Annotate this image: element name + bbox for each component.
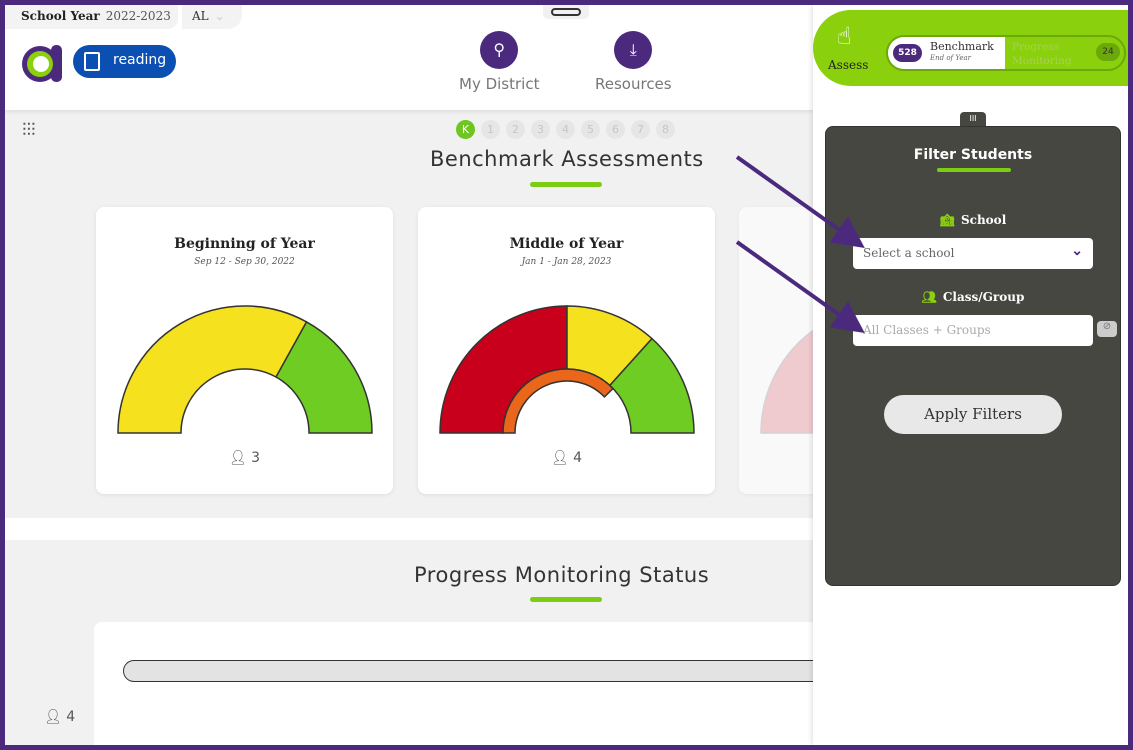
school-year-label: School Year xyxy=(21,9,100,23)
chevron-down-icon: ⌄ xyxy=(1071,243,1083,259)
person-icon: 👤︎ xyxy=(228,450,247,466)
benchmark-text: Benchmark End of Year xyxy=(930,40,994,62)
gauge-segment-red xyxy=(439,305,568,434)
nav-label: My District xyxy=(459,75,540,93)
grade-2[interactable]: 2 xyxy=(506,120,525,139)
nav-label: Resources xyxy=(595,75,672,93)
student-count: 👤︎ 3 xyxy=(228,450,261,466)
chevron-down-icon: ⌄ xyxy=(214,9,225,23)
title-underline xyxy=(530,182,602,187)
download-doc-icon: ⤓ xyxy=(614,31,653,69)
school-label: 🏫︎ School xyxy=(939,213,1007,227)
grade-8[interactable]: 8 xyxy=(656,120,675,139)
student-count: 👤︎ 4 xyxy=(44,709,76,725)
person-icon: 👤︎ xyxy=(550,450,569,466)
card-title: Middle of Year xyxy=(509,236,624,252)
title-underline xyxy=(937,168,1011,172)
nav-my-district[interactable]: ⚲ My District xyxy=(459,31,539,93)
progress-bar xyxy=(123,660,843,682)
progress-monitoring-option[interactable]: Progress Monitoring xyxy=(1012,41,1072,67)
hand-tap-icon: ☝ xyxy=(837,22,852,50)
grade-1[interactable]: 1 xyxy=(481,120,500,139)
group-icon: 👥︎ xyxy=(921,290,937,304)
filter-students-panel: Filter Students 🏫︎ School Select a school… xyxy=(825,126,1121,586)
app-logo xyxy=(22,45,62,82)
class-group-input[interactable]: All Classes + Groups xyxy=(853,315,1093,346)
pm-count-badge: 24 xyxy=(1096,43,1120,61)
school-year-value: 2022-2023 xyxy=(105,9,171,23)
gauge-chart xyxy=(439,305,695,434)
grade-k[interactable]: K xyxy=(456,120,475,139)
progress-card: 👤︎ 4 xyxy=(44,622,843,745)
benchmark-count-badge: 528 xyxy=(893,44,922,62)
person-icon: 👤︎ xyxy=(44,709,62,725)
school-select[interactable]: Select a school ⌄ xyxy=(853,238,1093,269)
right-panel: ☝ Assess 528 Benchmark End of Year Progre… xyxy=(813,5,1128,745)
subject-reading-badge[interactable]: reading xyxy=(73,45,176,78)
grade-4[interactable]: 4 xyxy=(556,120,575,139)
book-icon xyxy=(84,52,100,71)
title-underline xyxy=(530,597,602,602)
subject-label: reading xyxy=(113,52,167,68)
gauge-chart xyxy=(117,305,373,434)
panel-drag-handle[interactable]: III xyxy=(960,112,986,126)
top-header: School Year 2022-2023 AL ⌄ reading ⚲ My Dis… xyxy=(5,5,813,110)
app-window: School Year 2022-2023 AL ⌄ reading ⚲ My Dis… xyxy=(5,5,1128,745)
nav-resources[interactable]: ⤓ Resources xyxy=(595,31,672,93)
grade-5[interactable]: 5 xyxy=(581,120,600,139)
school-year-selector[interactable]: School Year 2022-2023 xyxy=(5,5,178,29)
state-selector[interactable]: AL ⌄ xyxy=(182,5,242,29)
gauge-segment-green xyxy=(608,337,695,434)
student-count: 👤︎ 4 xyxy=(550,450,583,466)
grade-3[interactable]: 3 xyxy=(531,120,550,139)
card-dates: Jan 1 - Jan 28, 2023 xyxy=(521,257,612,267)
grade-7[interactable]: 7 xyxy=(631,120,650,139)
school-icon: 🏫︎ xyxy=(939,213,955,227)
apply-filters-button[interactable]: Apply Filters xyxy=(884,395,1062,434)
header-collapse-handle[interactable] xyxy=(543,5,589,19)
eye-off-icon[interactable]: ⊘ xyxy=(1097,321,1117,337)
assess-label: Assess xyxy=(828,58,869,72)
section-divider xyxy=(5,518,813,540)
gauge-card-moy[interactable]: Middle of Year Jan 1 - Jan 28, 2023 👤︎ 4 xyxy=(418,207,715,494)
assessment-type-toggle[interactable]: 528 Benchmark End of Year Progress Monito… xyxy=(886,35,1126,71)
settings-sliders-icon[interactable]: ⫶⫶⫶ xyxy=(22,120,36,141)
assess-bar: ☝ Assess 528 Benchmark End of Year Progre… xyxy=(813,10,1128,86)
gauge-segment-yellow xyxy=(117,305,308,434)
class-group-label: 👥︎ Class/Group xyxy=(921,290,1025,304)
grade-6[interactable]: 6 xyxy=(606,120,625,139)
state-value: AL xyxy=(192,9,209,23)
map-pin-icon: ⚲ xyxy=(480,31,519,69)
gauge-card-boy[interactable]: Beginning of Year Sep 12 - Sep 30, 2022 … xyxy=(96,207,393,494)
gauge-segment-green xyxy=(275,320,373,434)
filter-title: Filter Students xyxy=(913,147,1033,163)
gauge-progress-ring xyxy=(502,368,615,434)
card-dates: Sep 12 - Sep 30, 2022 xyxy=(194,257,295,267)
card-title: Beginning of Year xyxy=(174,236,315,252)
